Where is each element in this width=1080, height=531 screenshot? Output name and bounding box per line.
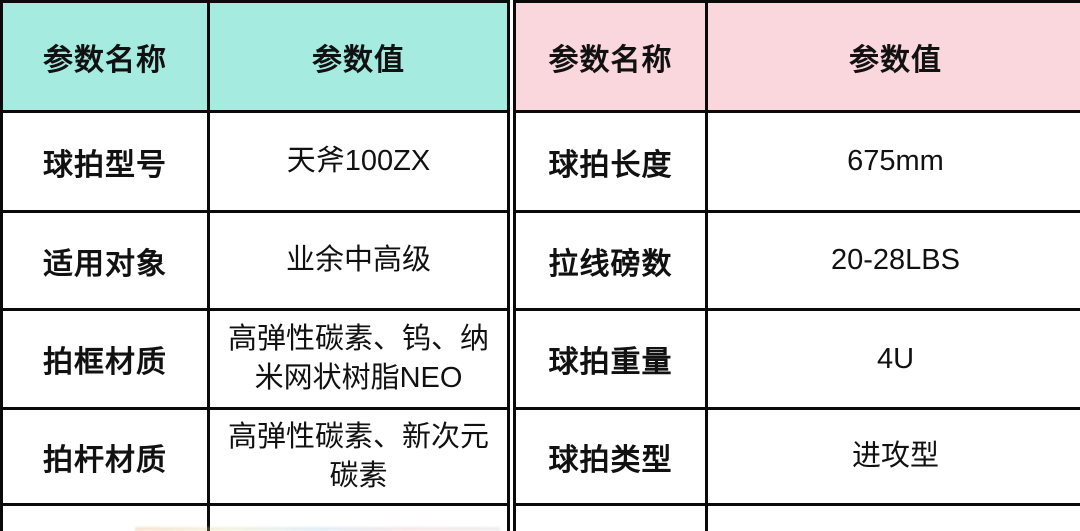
param-value-cell: 高弹性碳素、新次元碳素 (207, 407, 510, 506)
param-name-cell: 球拍重量 (513, 308, 708, 410)
param-value-cell: 进攻型 (705, 407, 1080, 506)
column-header-param-value: 参数值 (207, 0, 510, 113)
param-value-cell (207, 503, 510, 531)
column-header-param-name: 参数名称 (0, 0, 210, 113)
spec-row: 适用对象 业余中高级 (0, 210, 510, 311)
spec-row: 拍框材质 高弹性碳素、钨、纳米网状树脂NEO (0, 308, 510, 410)
param-name-cell: 拍杆材质 (0, 407, 210, 506)
param-name-cell: 适用对象 (0, 210, 210, 311)
param-value-cell (705, 503, 1080, 531)
column-header-param-value: 参数值 (705, 0, 1080, 113)
param-value-cell: 业余中高级 (207, 210, 510, 311)
header-row: 参数名称 参数值 (513, 0, 1080, 113)
param-name-cell: 球拍类型 (513, 407, 708, 506)
spec-row: 球拍型号 天斧100ZX (0, 110, 510, 213)
spec-table-left: 参数名称 参数值 球拍型号 天斧100ZX 适用对象 业余中高级 拍框材质 高弹… (0, 0, 510, 531)
param-name-cell (0, 503, 210, 531)
param-value-cell: 4U (705, 308, 1080, 410)
spec-row: 球拍类型 进攻型 (513, 407, 1080, 506)
param-value-cell: 高弹性碳素、钨、纳米网状树脂NEO (207, 308, 510, 410)
spec-row-cutoff (0, 503, 510, 531)
param-name-cell (513, 503, 708, 531)
spec-row: 拍杆材质 高弹性碳素、新次元碳素 (0, 407, 510, 506)
header-row: 参数名称 参数值 (0, 0, 510, 113)
param-name-cell: 拉线磅数 (513, 210, 708, 311)
param-value-cell: 675mm (705, 110, 1080, 213)
spec-row-cutoff (513, 503, 1080, 531)
spec-row: 拉线磅数 20-28LBS (513, 210, 1080, 311)
spec-row: 球拍长度 675mm (513, 110, 1080, 213)
param-name-cell: 球拍长度 (513, 110, 708, 213)
spec-table-right: 参数名称 参数值 球拍长度 675mm 拉线磅数 20-28LBS 球拍重量 4… (513, 0, 1080, 531)
column-header-param-name: 参数名称 (513, 0, 708, 113)
param-value-cell: 天斧100ZX (207, 110, 510, 213)
spec-row: 球拍重量 4U (513, 308, 1080, 410)
param-name-cell: 拍框材质 (0, 308, 210, 410)
param-value-cell: 20-28LBS (705, 210, 1080, 311)
param-name-cell: 球拍型号 (0, 110, 210, 213)
